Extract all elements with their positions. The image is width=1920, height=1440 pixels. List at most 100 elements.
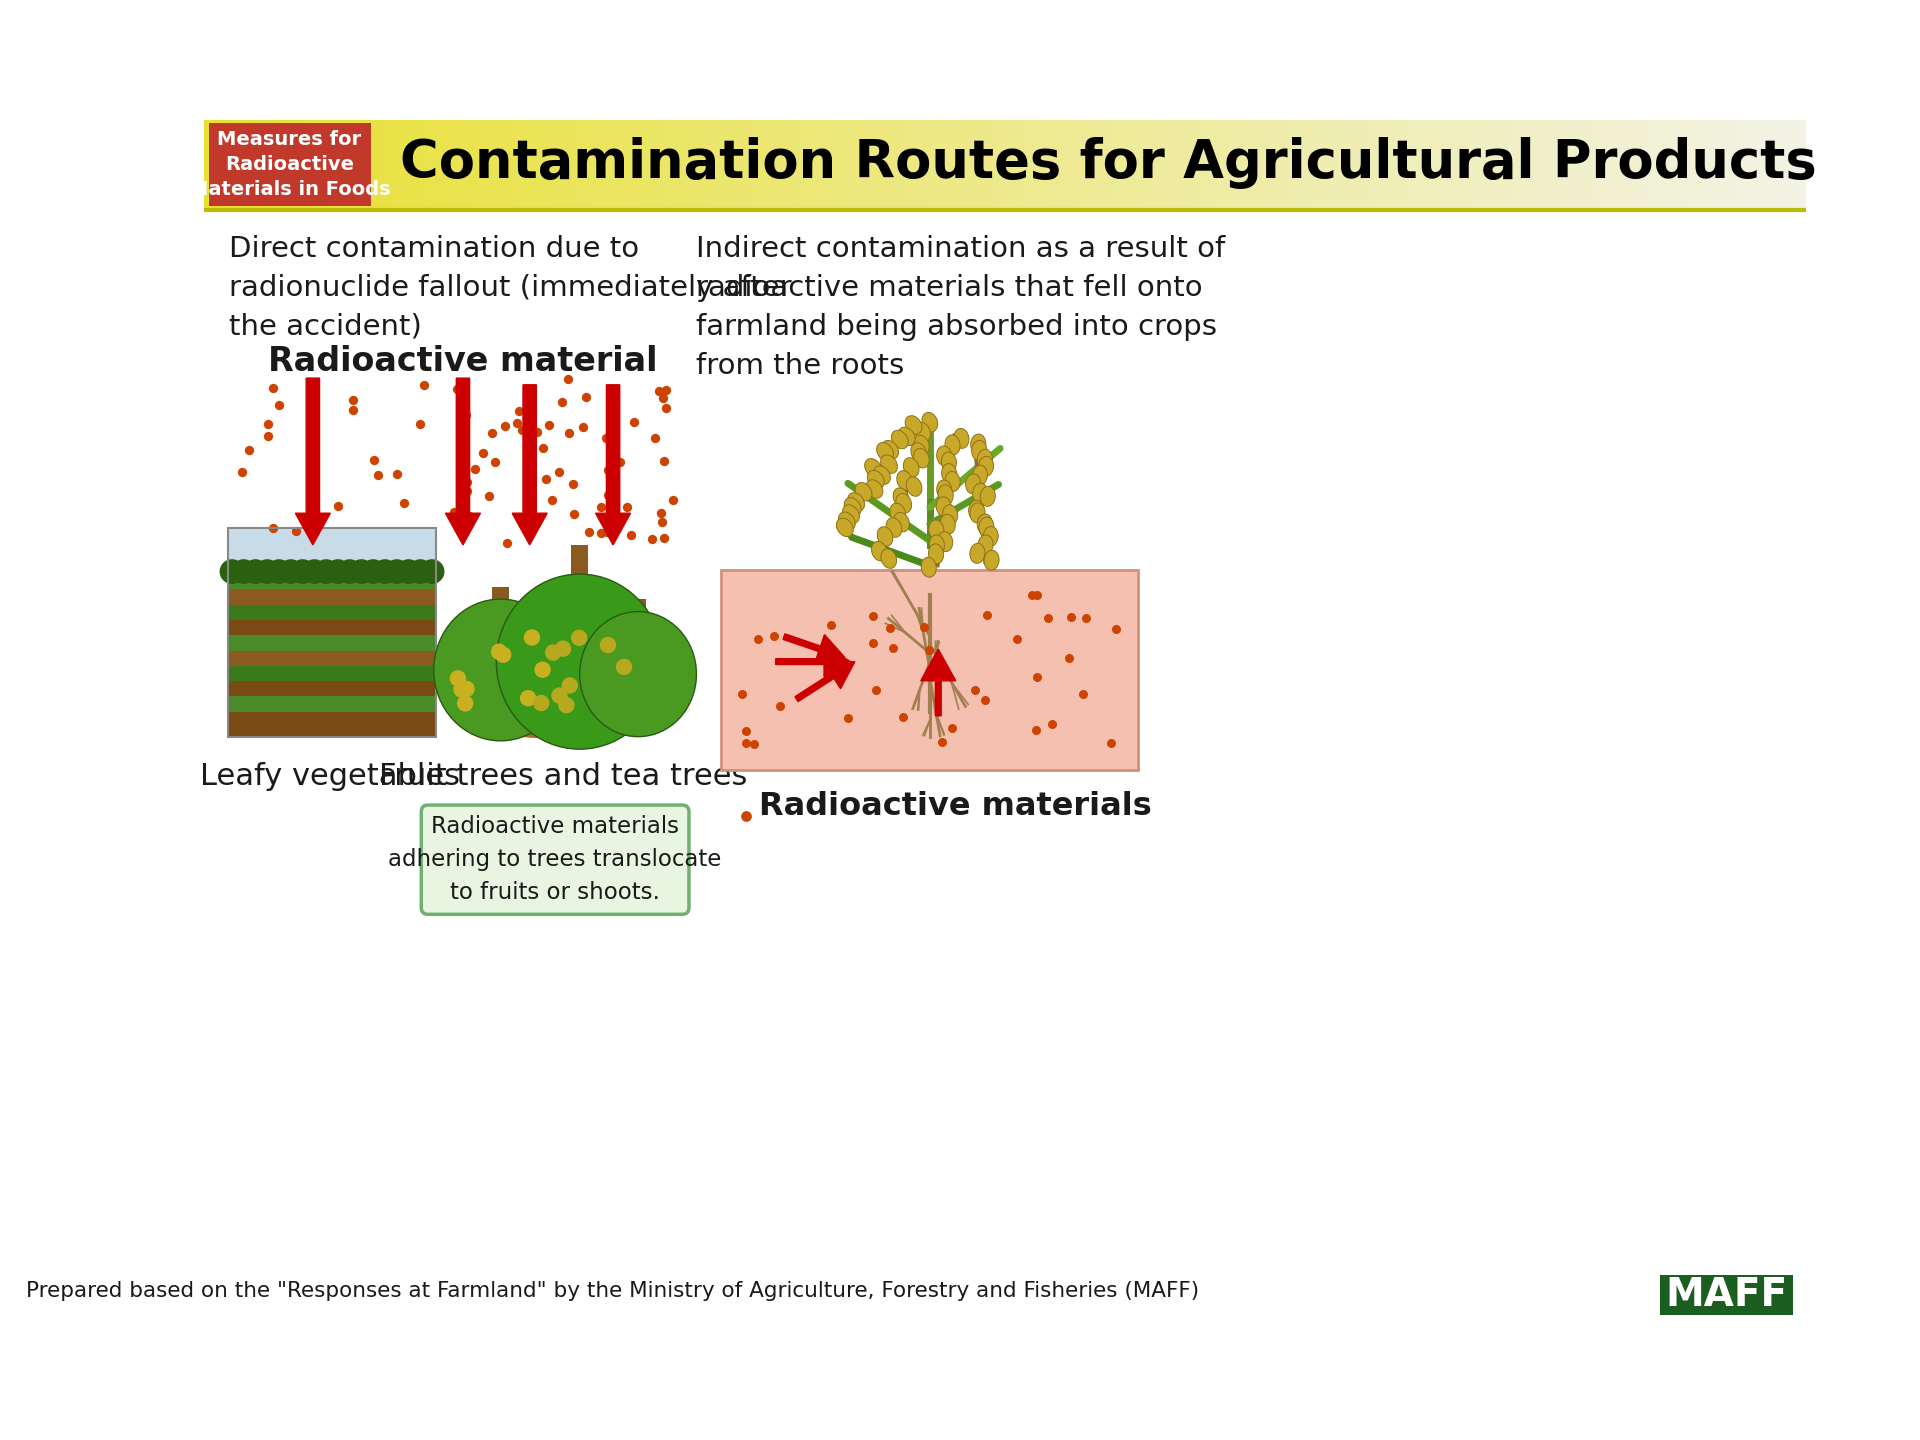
Ellipse shape	[922, 557, 937, 577]
Ellipse shape	[979, 456, 993, 477]
Point	[568, 415, 599, 438]
Point	[257, 377, 288, 400]
Circle shape	[616, 660, 632, 674]
Ellipse shape	[941, 464, 956, 484]
Ellipse shape	[910, 442, 927, 462]
Circle shape	[326, 560, 349, 583]
Point	[647, 511, 678, 534]
Point	[440, 500, 470, 523]
Circle shape	[372, 560, 397, 583]
Point	[528, 436, 559, 459]
Point	[474, 484, 505, 507]
Point	[234, 439, 265, 462]
Point	[651, 379, 682, 402]
Ellipse shape	[937, 446, 952, 467]
FancyArrow shape	[922, 649, 956, 716]
Bar	[228, 711, 436, 737]
Ellipse shape	[845, 498, 860, 516]
Ellipse shape	[972, 433, 985, 454]
Circle shape	[292, 560, 315, 583]
Point	[363, 464, 394, 487]
Circle shape	[459, 681, 474, 697]
Point	[503, 400, 534, 423]
Point	[816, 613, 847, 636]
FancyArrow shape	[513, 384, 547, 544]
Ellipse shape	[872, 541, 887, 562]
Ellipse shape	[839, 513, 854, 530]
Point	[876, 616, 906, 639]
Ellipse shape	[981, 487, 995, 507]
Point	[252, 425, 282, 448]
Point	[534, 413, 564, 436]
Point	[927, 730, 958, 753]
Point	[612, 495, 643, 518]
Point	[405, 413, 436, 436]
Bar	[228, 528, 436, 737]
Point	[639, 426, 670, 449]
Ellipse shape	[945, 471, 960, 491]
Point	[591, 426, 622, 449]
Point	[657, 488, 687, 511]
Point	[589, 508, 620, 531]
FancyArrow shape	[776, 647, 851, 677]
Bar	[228, 621, 436, 635]
Text: Direct contamination due to
radionuclide fallout (immediately after
the accident: Direct contamination due to radionuclide…	[230, 235, 793, 341]
Ellipse shape	[937, 480, 952, 500]
FancyArrow shape	[595, 384, 630, 544]
Point	[972, 603, 1002, 626]
Point	[593, 458, 624, 481]
Ellipse shape	[914, 435, 929, 455]
Point	[730, 732, 760, 755]
Point	[586, 495, 616, 518]
Point	[467, 442, 497, 465]
Ellipse shape	[972, 465, 987, 485]
Ellipse shape	[937, 531, 952, 552]
Point	[1096, 732, 1127, 755]
FancyArrow shape	[296, 379, 330, 544]
Circle shape	[495, 647, 511, 662]
Point	[543, 461, 574, 484]
Ellipse shape	[877, 527, 893, 546]
Circle shape	[386, 560, 409, 583]
Circle shape	[244, 560, 267, 583]
Ellipse shape	[868, 471, 885, 488]
Ellipse shape	[849, 492, 864, 511]
Ellipse shape	[881, 455, 897, 474]
Text: Radioactive materials: Radioactive materials	[758, 791, 1152, 822]
Point	[858, 631, 889, 654]
Ellipse shape	[979, 517, 995, 537]
Ellipse shape	[899, 428, 916, 445]
Point	[739, 733, 770, 756]
Circle shape	[255, 560, 278, 583]
Point	[536, 488, 566, 511]
Point	[649, 449, 680, 472]
Bar	[572, 544, 588, 661]
Point	[1054, 647, 1085, 670]
Point	[1002, 628, 1033, 651]
Ellipse shape	[906, 477, 922, 497]
Circle shape	[349, 560, 372, 583]
FancyArrow shape	[783, 634, 845, 662]
Ellipse shape	[983, 527, 998, 546]
Point	[338, 399, 369, 422]
Point	[593, 482, 624, 505]
Point	[970, 688, 1000, 711]
Circle shape	[455, 683, 468, 697]
Ellipse shape	[881, 441, 899, 459]
Point	[586, 521, 616, 544]
Bar	[228, 528, 436, 575]
Ellipse shape	[977, 449, 993, 469]
Ellipse shape	[914, 422, 931, 442]
Point	[513, 410, 543, 433]
Ellipse shape	[929, 520, 945, 540]
Bar	[630, 599, 647, 674]
Ellipse shape	[972, 441, 987, 461]
Point	[490, 415, 520, 438]
Point	[651, 397, 682, 420]
Circle shape	[267, 560, 290, 583]
FancyArrow shape	[445, 379, 480, 544]
Point	[1033, 606, 1064, 629]
Point	[1071, 606, 1102, 629]
Point	[605, 451, 636, 474]
Ellipse shape	[914, 448, 929, 468]
